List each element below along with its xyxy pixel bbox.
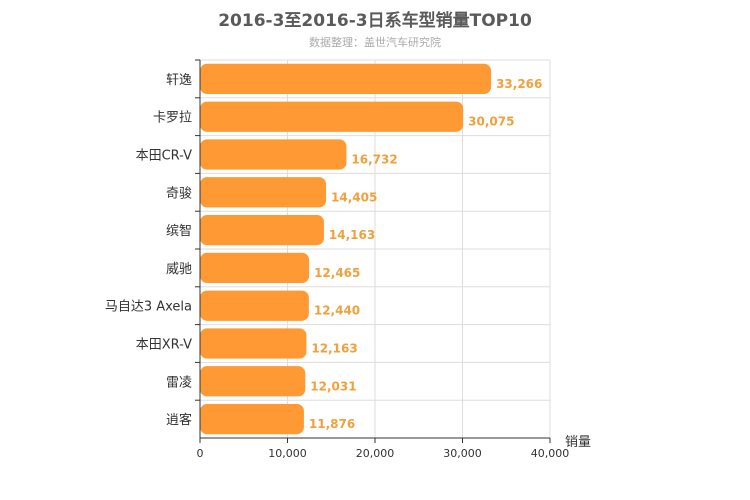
data-label: 12,440 bbox=[314, 304, 360, 318]
category-label: 逍客 bbox=[166, 412, 192, 428]
data-label: 11,876 bbox=[309, 417, 355, 431]
bar[interactable] bbox=[200, 328, 307, 359]
category-label: 缤智 bbox=[166, 223, 192, 239]
chart-subtitle: 数据整理：盖世汽车研究院 bbox=[309, 36, 441, 49]
bar[interactable] bbox=[200, 101, 464, 132]
x-axis-title: 销量 bbox=[565, 435, 591, 450]
data-label: 30,075 bbox=[468, 115, 514, 129]
bar[interactable] bbox=[200, 177, 327, 208]
data-label: 33,266 bbox=[496, 77, 542, 91]
x-tick-label: 30,000 bbox=[443, 447, 482, 460]
category-label: 本田XR-V bbox=[136, 338, 192, 353]
bar[interactable] bbox=[200, 139, 347, 170]
bar[interactable] bbox=[200, 366, 306, 397]
data-label: 14,163 bbox=[329, 228, 375, 242]
x-tick-label: 0 bbox=[197, 447, 204, 460]
category-label: 马自达3 Axela bbox=[105, 300, 192, 315]
category-label: 雷凌 bbox=[166, 375, 192, 390]
category-label: 轩逸 bbox=[166, 73, 192, 88]
x-tick-label: 40,000 bbox=[531, 447, 570, 460]
data-label: 16,732 bbox=[351, 153, 397, 167]
data-label: 12,031 bbox=[310, 379, 356, 393]
chart-title: 2016-3至2016-3日系车型销量TOP10 bbox=[218, 11, 532, 31]
category-label: 奇骏 bbox=[166, 185, 192, 201]
category-label: 卡罗拉 bbox=[153, 111, 192, 126]
x-tick-label: 10,000 bbox=[268, 447, 307, 460]
data-label: 12,465 bbox=[314, 266, 360, 280]
data-label: 14,405 bbox=[331, 190, 377, 204]
bar[interactable] bbox=[200, 214, 324, 246]
category-label: 本田CR-V bbox=[136, 149, 193, 164]
bar[interactable] bbox=[200, 290, 309, 321]
bar[interactable] bbox=[200, 403, 304, 435]
x-tick-label: 20,000 bbox=[356, 447, 395, 460]
category-label: 威驰 bbox=[166, 262, 192, 277]
data-label: 12,163 bbox=[311, 342, 357, 356]
bar[interactable] bbox=[200, 63, 492, 95]
bar[interactable] bbox=[200, 252, 310, 284]
